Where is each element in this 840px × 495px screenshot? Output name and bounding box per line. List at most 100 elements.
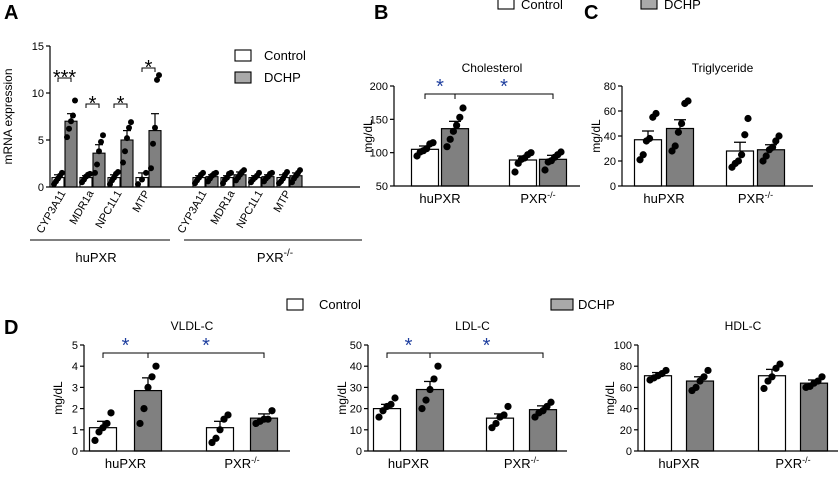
chart-a-ytick-label-1: 5 bbox=[38, 135, 44, 147]
chart-d-vldl-sig-star-0: * bbox=[122, 335, 130, 357]
chart-d-hdl-point-1-0-1 bbox=[692, 383, 700, 391]
chart-b-xlabel-1: PXR-/- bbox=[520, 190, 555, 206]
chart-d-vldl-point-1-0-1 bbox=[140, 405, 148, 413]
chart-d-ldl-ytick-label-3: 30 bbox=[350, 382, 362, 394]
chart-d-ldl-point-0-1-1 bbox=[492, 419, 500, 428]
chart-d-ldl-xlabel-1: PXR-/- bbox=[504, 455, 539, 471]
chart-d-ldl-ytick-label-4: 40 bbox=[350, 361, 362, 373]
chart-c-point-1-0-1 bbox=[671, 142, 679, 150]
chart-d-vldl-point-0-0-0 bbox=[91, 436, 99, 444]
chart-c-point-1-1-3 bbox=[769, 143, 777, 151]
chart-b-point-1-0-1 bbox=[446, 135, 454, 143]
chart-b-point-1-0-3 bbox=[453, 121, 461, 129]
chart-d-hdl-title: HDL-C bbox=[725, 319, 762, 333]
chart-d-vldl-ytick-label-1: 1 bbox=[72, 425, 78, 437]
chart-d-ldl-point-0-0-0 bbox=[375, 413, 383, 421]
chart-a-point-control-0-3-2 bbox=[143, 169, 149, 176]
chart-d-hdl-ytick-label-2: 40 bbox=[620, 404, 632, 416]
chart-d-hdl-point-0-0-4 bbox=[662, 366, 670, 375]
chart-d-ldl-ytick-label-0: 0 bbox=[356, 446, 362, 458]
chart-d-hdl-ytick-label-4: 80 bbox=[620, 361, 632, 373]
chart-b-point-0-1-0 bbox=[511, 168, 519, 176]
chart-d-hdl-ytick-label-3: 60 bbox=[620, 382, 632, 394]
chart-d-hdl-point-1-0-4 bbox=[704, 366, 712, 375]
chart-d-ldl-ytick-label-1: 10 bbox=[350, 425, 362, 437]
chart-d-hdl-point-0-1-4 bbox=[776, 360, 784, 368]
chart-b-point-1-1-5 bbox=[557, 148, 565, 156]
chart-c-point-0-0-3 bbox=[646, 134, 654, 143]
chart-a-point-dchp-0-0-1 bbox=[66, 125, 72, 132]
chart-c-point-1-0-3 bbox=[678, 119, 686, 128]
chart-a-point-control-1-2-4 bbox=[256, 169, 262, 176]
chart-a-point-dchp-0-2-4 bbox=[128, 119, 134, 126]
chart-a-point-control-0-2-4 bbox=[115, 168, 121, 175]
legend-d: Control DCHP bbox=[286, 297, 615, 312]
chart-c-xlabel-0: huPXR bbox=[643, 191, 684, 206]
chart-a-ytick-label-2: 10 bbox=[32, 88, 44, 100]
chart-d-vldl-bar-dchp-1 bbox=[249, 417, 279, 452]
chart-c-ylabel: mg/dL bbox=[589, 119, 603, 153]
chart-c-point-0-1-3 bbox=[738, 151, 746, 159]
chart-d-ldl-sig-star-0: * bbox=[405, 335, 413, 357]
chart-d-ldl-ylabel: mg/dL bbox=[335, 381, 349, 415]
chart-d-vldl-point-1-0-2 bbox=[144, 383, 152, 391]
chart-a-category-label-1-3: MTP bbox=[272, 189, 294, 215]
chart-a-point-control-0-3-1 bbox=[139, 176, 145, 183]
chart-a-point-dchp-0-3-1 bbox=[150, 140, 156, 147]
chart-d-ldl-point-1-0-1 bbox=[422, 396, 430, 404]
chart-a-point-control-0-3-0 bbox=[135, 181, 141, 188]
chart-a-point-dchp-1-0-4 bbox=[213, 169, 219, 176]
chart-a-ytick-label-3: 15 bbox=[32, 41, 44, 53]
chart-c-point-1-1-1 bbox=[762, 152, 770, 160]
chart-a-sig-bracket-1 bbox=[85, 103, 100, 108]
chart-c-point-1-1-5 bbox=[775, 132, 783, 140]
chart-d-ldl-point-0-1-4 bbox=[504, 402, 512, 411]
chart-b-xlabel-0: huPXR bbox=[419, 191, 460, 206]
legend-a-dchp-label: DCHP bbox=[264, 70, 301, 85]
chart-a-ylabel: mRNA expression bbox=[1, 68, 15, 164]
chart-b-sig-bracket-1 bbox=[454, 93, 554, 99]
chart-a-bar-dchp-0-3 bbox=[148, 130, 162, 188]
chart-a-point-dchp-0-2-0 bbox=[120, 159, 126, 166]
chart-c-bar-dchp-0 bbox=[665, 127, 695, 187]
chart-a-point-dchp-0-1-1 bbox=[94, 161, 100, 168]
chart-c-ytick-label-4: 80 bbox=[604, 81, 616, 93]
chart-d-vldl-sig-bracket-1 bbox=[147, 352, 265, 358]
chart-b-ylabel: mg/dL bbox=[361, 119, 375, 153]
chart-a-category-label-0-1: MDR1a bbox=[68, 188, 97, 227]
chart-c-xlabel-1: PXR-/- bbox=[738, 190, 773, 206]
legend-a-dchp-swatch bbox=[234, 71, 252, 84]
panel-letter-a: A bbox=[4, 2, 18, 24]
chart-c-point-0-0-1 bbox=[639, 151, 647, 159]
chart-b-point-0-0-5 bbox=[429, 139, 437, 147]
chart-a-point-dchp-0-0-2 bbox=[68, 118, 74, 125]
legend-a-control-label: Control bbox=[264, 48, 306, 63]
chart-b-sig-star-1: * bbox=[500, 76, 508, 98]
chart-c-title: Triglyceride bbox=[692, 61, 754, 75]
chart-a-point-dchp-1-1-4 bbox=[241, 167, 247, 174]
chart-a-point-dchp-0-1-2 bbox=[96, 148, 102, 155]
chart-d-vldl-point-0-0-4 bbox=[107, 409, 115, 417]
chart-d-ldl-point-0-1-3 bbox=[500, 411, 508, 419]
chart-c-bar-dchp-1 bbox=[756, 149, 786, 187]
chart-d-ldl-xlabel-0: huPXR bbox=[388, 456, 429, 471]
chart-c-point-1-0-2 bbox=[674, 128, 683, 136]
chart-d-vldl-point-1-0-4 bbox=[152, 362, 160, 370]
chart-d-vldl-point-1-0-0 bbox=[136, 419, 144, 428]
chart-d-vldl-point-1-1-4 bbox=[268, 407, 276, 415]
panel-letter-b: B bbox=[374, 2, 388, 24]
chart-d-hdl-ytick-label-0: 0 bbox=[626, 446, 632, 458]
legend-d-dchp-label: DCHP bbox=[578, 297, 615, 312]
chart-b-ytick-label-2: 150 bbox=[370, 114, 388, 126]
chart-d-vldl-ytick-label-5: 5 bbox=[72, 340, 78, 352]
chart-d-vldl-point-0-1-4 bbox=[224, 411, 232, 419]
panel-letter-d: D bbox=[4, 317, 18, 339]
chart-c-ytick-label-3: 60 bbox=[604, 106, 616, 118]
legend-top-dchp-label: DCHP bbox=[664, 0, 701, 12]
chart-a-category-label-0-0: CYP3A11 bbox=[34, 189, 68, 236]
chart-a-point-control-1-1-4 bbox=[228, 169, 234, 176]
legend-top-control-swatch bbox=[497, 0, 515, 10]
chart-d-ldl-ytick-label-5: 50 bbox=[350, 340, 362, 352]
